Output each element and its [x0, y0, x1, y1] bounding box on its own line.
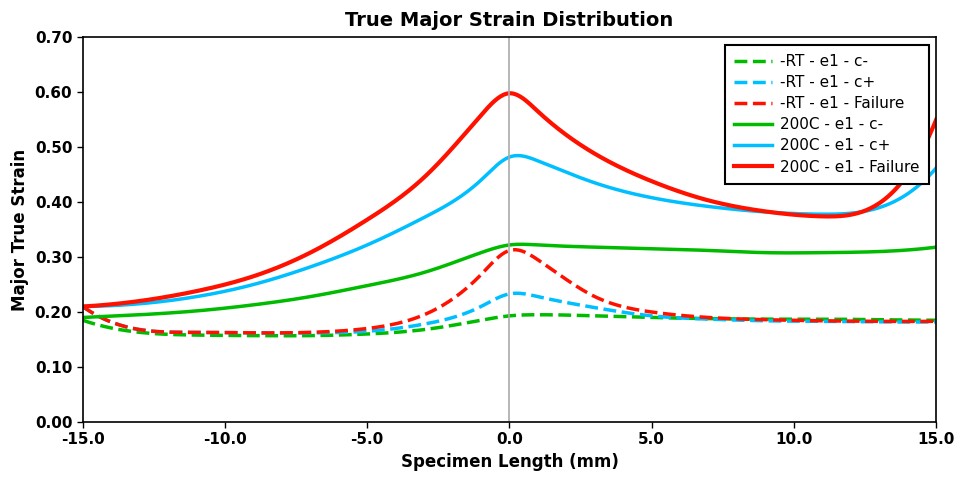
200C - e1 - c+ [511, 153, 523, 159]
-RT - e1 - c- [281, 333, 293, 339]
-RT - e1 - c+ [582, 304, 594, 309]
200C - e1 - c- [648, 246, 660, 252]
-RT - e1 - c+ [77, 304, 89, 309]
-RT - e1 - c+ [723, 317, 734, 323]
-RT - e1 - Failure [723, 316, 734, 321]
-RT - e1 - Failure [650, 309, 662, 315]
Line: -RT - e1 - c-: -RT - e1 - c- [83, 315, 936, 336]
200C - e1 - c+ [582, 177, 593, 183]
200C - e1 - Failure [504, 90, 516, 96]
-RT - e1 - c+ [510, 290, 522, 296]
200C - e1 - Failure [648, 179, 660, 185]
Line: 200C - e1 - c+: 200C - e1 - c+ [83, 156, 936, 307]
Line: -RT - e1 - Failure: -RT - e1 - Failure [83, 250, 936, 333]
-RT - e1 - c- [298, 333, 309, 338]
-RT - e1 - Failure [465, 282, 476, 288]
-RT - e1 - Failure [298, 330, 309, 335]
Line: 200C - e1 - c-: 200C - e1 - c- [83, 244, 936, 318]
-RT - e1 - Failure [582, 291, 594, 296]
200C - e1 - c+ [648, 195, 660, 201]
-RT - e1 - Failure [228, 330, 240, 335]
200C - e1 - c+ [297, 267, 308, 273]
200C - e1 - Failure [721, 202, 732, 208]
200C - e1 - Failure [77, 304, 89, 309]
-RT - e1 - c+ [275, 330, 287, 336]
-RT - e1 - c+ [228, 330, 240, 335]
-RT - e1 - c- [228, 333, 240, 338]
-RT - e1 - c- [723, 316, 734, 322]
-RT - e1 - c- [650, 315, 662, 321]
200C - e1 - c- [721, 248, 732, 254]
200C - e1 - Failure [930, 117, 942, 122]
200C - e1 - c+ [721, 206, 732, 212]
-RT - e1 - Failure [509, 247, 521, 253]
200C - e1 - c- [228, 304, 240, 310]
-RT - e1 - Failure [262, 330, 273, 336]
-RT - e1 - c- [77, 317, 89, 323]
X-axis label: Specimen Length (mm): Specimen Length (mm) [401, 453, 618, 471]
Y-axis label: Major True Strain: Major True Strain [12, 148, 29, 310]
-RT - e1 - c- [533, 312, 545, 318]
Title: True Major Strain Distribution: True Major Strain Distribution [345, 11, 673, 30]
-RT - e1 - c+ [650, 313, 662, 319]
-RT - e1 - c+ [465, 308, 476, 314]
200C - e1 - c- [930, 244, 942, 250]
Line: 200C - e1 - Failure: 200C - e1 - Failure [83, 93, 936, 307]
Legend: -RT - e1 - c-, -RT - e1 - c+, -RT - e1 - Failure, 200C - e1 - c-, 200C - e1 - c+: -RT - e1 - c-, -RT - e1 - c+, -RT - e1 -… [724, 45, 928, 184]
200C - e1 - c- [463, 254, 474, 260]
200C - e1 - Failure [297, 254, 308, 260]
Line: -RT - e1 - c+: -RT - e1 - c+ [83, 293, 936, 333]
200C - e1 - c+ [228, 286, 240, 292]
-RT - e1 - c- [465, 319, 476, 325]
-RT - e1 - Failure [77, 304, 89, 309]
200C - e1 - Failure [228, 279, 240, 285]
200C - e1 - c+ [930, 165, 942, 171]
-RT - e1 - c- [930, 317, 942, 323]
200C - e1 - c+ [77, 304, 89, 309]
200C - e1 - c- [582, 244, 593, 250]
200C - e1 - c- [77, 315, 89, 321]
-RT - e1 - Failure [930, 319, 942, 324]
-RT - e1 - c+ [930, 319, 942, 325]
200C - e1 - Failure [463, 126, 474, 132]
200C - e1 - c- [297, 295, 308, 301]
-RT - e1 - c+ [298, 330, 309, 336]
-RT - e1 - c- [582, 313, 594, 319]
200C - e1 - c- [516, 241, 527, 247]
200C - e1 - c+ [463, 187, 474, 193]
200C - e1 - Failure [582, 146, 593, 152]
